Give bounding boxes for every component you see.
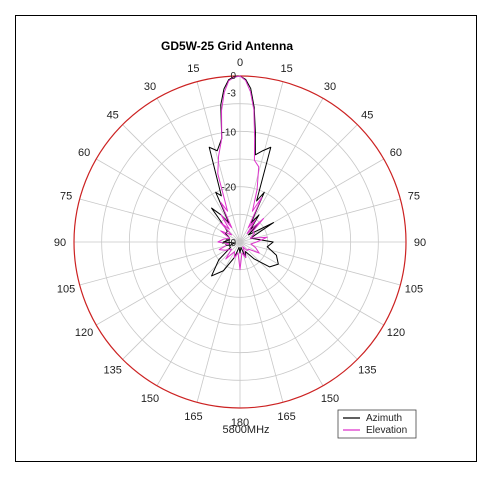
grid-spoke xyxy=(156,98,241,243)
angle-tick-label: 75 xyxy=(408,190,420,202)
grid-spoke xyxy=(96,158,241,243)
angle-tick-label: 15 xyxy=(280,63,292,75)
angle-tick-label: 180 xyxy=(231,417,249,429)
angle-tick-label: 105 xyxy=(57,284,75,296)
grid-spoke xyxy=(239,241,324,386)
grid-spoke xyxy=(239,158,384,243)
angle-tick-label: 60 xyxy=(390,147,402,159)
radial-tick-label: -20 xyxy=(222,183,237,194)
legend-label-azimuth: Azimuth xyxy=(366,413,402,424)
angle-tick-label: 75 xyxy=(60,190,72,202)
angle-tick-label: 30 xyxy=(144,81,156,93)
angle-tick-label: 120 xyxy=(75,327,93,339)
angle-tick-label: 90 xyxy=(54,237,66,249)
angle-tick-label: 0 xyxy=(237,57,243,69)
angle-tick-label: 45 xyxy=(361,110,373,122)
frequency-label: 5800MHz xyxy=(222,424,269,436)
grid-spoke xyxy=(239,241,401,286)
angle-tick-label: 45 xyxy=(107,110,119,122)
polar-grid xyxy=(73,75,407,409)
radial-tick-labels: 0 -3 -10 -20 -30 xyxy=(222,71,237,249)
grid-spoke xyxy=(239,81,284,243)
grid-spoke xyxy=(239,198,401,243)
angle-tick-label: 135 xyxy=(358,364,376,376)
grid-spoke xyxy=(239,98,324,243)
angle-tick-label: 105 xyxy=(405,284,423,296)
legend-box xyxy=(337,409,417,439)
grid-spoke xyxy=(156,241,241,386)
angle-tick-label: 15 xyxy=(187,63,199,75)
radial-tick-label: 0 xyxy=(230,71,236,82)
grid-spoke xyxy=(196,241,241,403)
series-line-azimuth xyxy=(208,75,279,277)
angle-tick-label: 60 xyxy=(78,147,90,159)
grid-spoke xyxy=(239,241,358,360)
series-line-elevation xyxy=(217,75,268,271)
radial-tick-label: -10 xyxy=(222,127,237,138)
radial-tick-label: -3 xyxy=(227,89,236,100)
angle-tick-labels: 0153045607590105120135150165180165150135… xyxy=(54,57,426,429)
legend-label-elevation: Elevation xyxy=(366,425,407,436)
series-layer xyxy=(208,75,279,277)
grid-spoke xyxy=(122,241,241,360)
angle-tick-label: 30 xyxy=(324,81,336,93)
legend: Azimuth Elevation xyxy=(337,409,417,439)
grid-spoke xyxy=(239,241,384,326)
angle-tick-label: 165 xyxy=(184,411,202,423)
angle-tick-label: 165 xyxy=(277,411,295,423)
angle-tick-label: 90 xyxy=(414,237,426,249)
angle-tick-label: 150 xyxy=(141,393,159,405)
grid-spoke xyxy=(239,241,284,403)
polar-chart: 0153045607590105120135150165180165150135… xyxy=(54,39,426,439)
angle-tick-label: 120 xyxy=(387,327,405,339)
grid-spoke xyxy=(79,198,241,243)
chart-title: GD5W-25 Grid Antenna xyxy=(161,39,293,53)
chart-frame: 0 15 30 45 60 75 90 105 120 135 150 165 180 165 150 135… xyxy=(15,15,477,462)
angle-tick-label: 150 xyxy=(321,393,339,405)
grid-spoke xyxy=(96,241,241,326)
angle-tick-label: 135 xyxy=(104,364,122,376)
radial-tick-label: -30 xyxy=(222,238,237,249)
grid-spoke xyxy=(79,241,241,286)
